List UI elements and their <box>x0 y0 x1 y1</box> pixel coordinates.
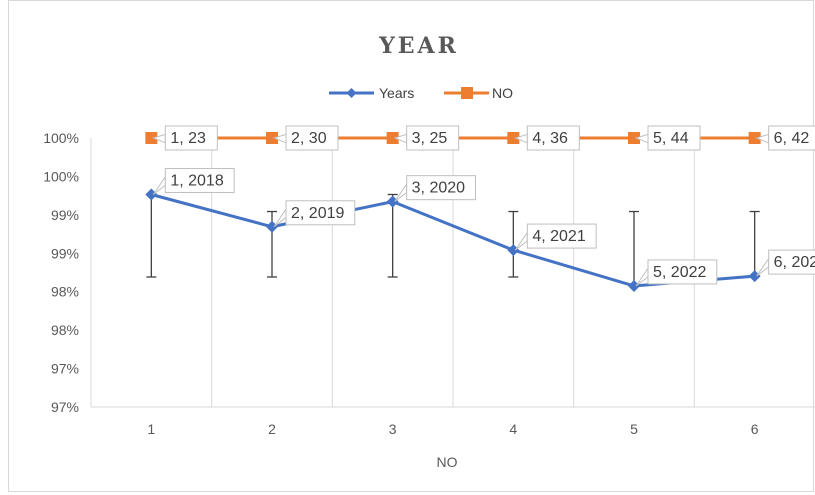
series-no-point-6 <box>748 132 761 144</box>
data-label-years-2: 2, 2019 <box>273 200 356 228</box>
series-no-point-2 <box>266 132 278 144</box>
data-label-text: 6, 2023 <box>774 254 815 271</box>
chart-frame: YEAR Years NO 97% 97% 98% 98% 99% 99% 100% 100%… <box>8 0 815 492</box>
data-label-no-2: 2, 30 <box>272 125 339 151</box>
chart-title: YEAR <box>378 33 459 59</box>
data-label-years-3: 3, 2020 <box>394 175 476 203</box>
series-years-point-4 <box>507 244 520 257</box>
series-years-point-1 <box>145 188 158 201</box>
data-label-box <box>164 167 235 193</box>
x-axis-title: NO <box>437 454 458 470</box>
data-label-box <box>406 125 460 151</box>
data-label-box <box>526 125 580 151</box>
data-label-box <box>647 259 718 285</box>
x-axis-ticks: 1 2 3 4 5 6 <box>147 421 758 437</box>
y-tick-label-3: 98% <box>51 284 79 300</box>
data-label-no-3: 3, 25 <box>393 125 460 151</box>
data-label-years-4: 4, 2021 <box>514 223 597 251</box>
data-label-text: 5, 2022 <box>653 264 706 281</box>
data-label-box <box>164 125 218 151</box>
series-years-point-6 <box>748 270 761 283</box>
data-label-text: 4, 36 <box>532 130 568 147</box>
data-label-box <box>406 175 476 201</box>
data-label-box <box>285 200 356 226</box>
data-label-text: 4, 2021 <box>532 228 585 245</box>
chart-svg: YEAR Years NO 97% 97% 98% 98% 99% 99% 100% 100%… <box>43 33 815 470</box>
x-tick-label-6: 6 <box>751 421 759 437</box>
data-label-box <box>768 249 815 275</box>
data-label-no-6: 6, 42 <box>755 125 815 151</box>
data-label-text: 1, 23 <box>170 130 206 147</box>
x-tick-label-2: 2 <box>268 421 276 437</box>
y-tick-label-1: 97% <box>51 361 79 377</box>
data-label-pointer <box>756 256 770 277</box>
data-label-box <box>768 125 815 151</box>
data-label-text: 2, 2019 <box>291 205 344 222</box>
series-no-point-5 <box>628 132 640 144</box>
data-label-no-5: 5, 44 <box>634 125 701 151</box>
y-tick-label-7: 100% <box>43 130 79 146</box>
y-tick-label-2: 98% <box>51 322 79 338</box>
data-label-box <box>647 125 701 151</box>
data-label-years-1: 1, 2018 <box>152 167 235 195</box>
data-label-box <box>285 125 339 151</box>
y-axis-ticks: 97% 97% 98% 98% 99% 99% 100% 100% <box>43 130 79 415</box>
error-bar-1 <box>146 193 157 278</box>
data-label-text: 5, 44 <box>653 130 689 147</box>
y-tick-label-6: 100% <box>43 168 79 184</box>
data-labels: 1, 2018 2, 2019 3, 2020 4, 2021 5, 2022 6, 20… <box>151 125 815 287</box>
data-label-text: 6, 42 <box>774 130 810 147</box>
y-tick-label-4: 99% <box>51 245 79 261</box>
legend-no-marker <box>461 87 473 99</box>
error-bar-6 <box>749 210 760 277</box>
axes <box>90 138 815 408</box>
x-tick-label-1: 1 <box>147 421 155 437</box>
data-label-text: 3, 2020 <box>412 180 465 197</box>
series-years-point-5 <box>628 279 640 292</box>
legend-years-label: Years <box>379 85 414 101</box>
series-no-point-3 <box>386 132 399 144</box>
x-tick-label-5: 5 <box>630 421 638 437</box>
data-label-pointer <box>635 266 649 287</box>
legend-years-marker <box>346 88 357 98</box>
data-label-box <box>526 223 597 249</box>
series-markers <box>145 132 761 292</box>
series-no-point-4 <box>507 132 520 144</box>
data-label-no-1: 1, 23 <box>151 125 218 151</box>
data-label-years-6: 6, 2023 <box>756 249 815 277</box>
data-label-text: 1, 2018 <box>170 172 223 189</box>
data-label-text: 3, 25 <box>412 130 448 147</box>
data-label-text: 2, 30 <box>291 130 327 147</box>
x-tick-label-4: 4 <box>509 421 517 437</box>
data-label-no-4: 4, 36 <box>513 125 580 151</box>
data-label-pointer <box>514 230 528 251</box>
series-years-point-2 <box>266 220 278 233</box>
series-no-point-1 <box>145 132 158 144</box>
y-tick-label-5: 99% <box>51 207 79 223</box>
legend: Years NO <box>329 85 513 101</box>
series-years-point-3 <box>386 195 399 208</box>
legend-no-label: NO <box>492 85 513 101</box>
data-label-pointer <box>152 175 166 195</box>
error-bar-3 <box>387 193 398 278</box>
x-tick-label-3: 3 <box>389 421 397 437</box>
data-label-years-5: 5, 2022 <box>635 259 718 287</box>
error-bar-5 <box>629 210 639 287</box>
data-label-pointer <box>394 182 408 203</box>
y-tick-label-0: 97% <box>51 399 79 415</box>
